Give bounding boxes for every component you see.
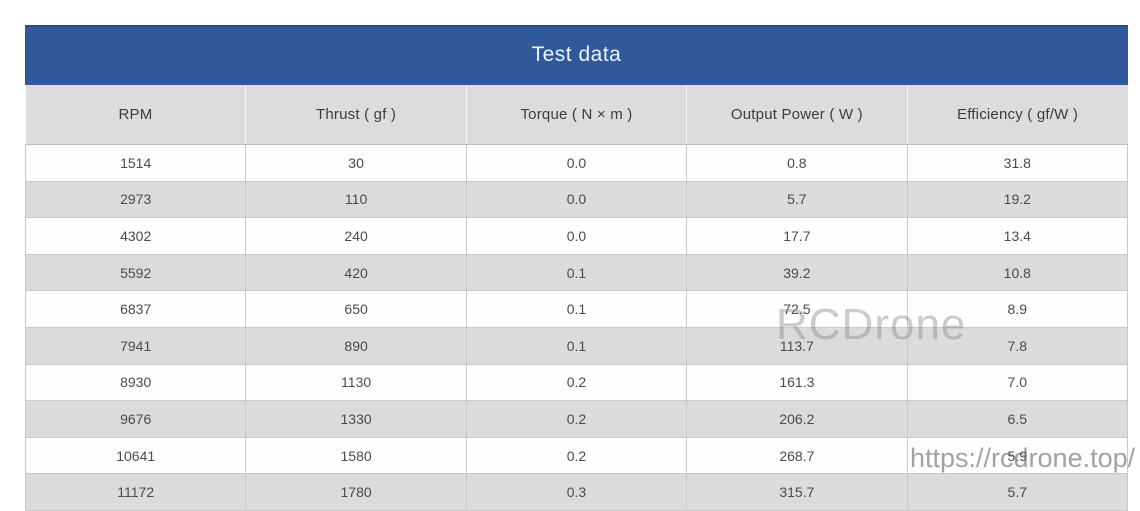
column-header-rpm: RPM (25, 85, 247, 145)
table-cell: 0.2 (465, 436, 688, 475)
table-row: 6837 650 0.1 72.5 8.9 (24, 290, 1129, 328)
table-row: 7941 890 0.1 113.7 7.8 (24, 326, 1129, 365)
column-header-efficiency: Efficiency ( gf/W ) (907, 85, 1128, 145)
table-cell: 0.2 (465, 400, 688, 438)
table-cell: 7.8 (906, 326, 1129, 365)
table-cell: 5.9 (906, 436, 1129, 475)
table-cell: 0.1 (465, 326, 688, 365)
table-cell: 17.7 (686, 217, 908, 255)
table-cell: 206.2 (686, 400, 908, 438)
table-cell: 890 (245, 326, 467, 365)
table-cell: 0.1 (465, 290, 688, 328)
table-row: 10641 1580 0.2 268.7 5.9 (24, 436, 1129, 475)
table-cell: 5592 (24, 253, 247, 292)
table-body: 1514 30 0.0 0.8 31.8 2973 110 0.0 5.7 19.2 4302 240… (24, 144, 1129, 511)
table-cell: 5.7 (686, 180, 908, 219)
table-row: 1514 30 0.0 0.8 31.8 (24, 144, 1129, 182)
table-cell: 1514 (24, 144, 247, 182)
table-cell: 8930 (24, 363, 247, 402)
table-cell: 0.1 (465, 253, 688, 292)
column-header-thrust: Thrust ( gf ) (245, 85, 467, 145)
table-cell: 72.5 (686, 290, 908, 328)
table-cell: 0.3 (465, 473, 688, 511)
table-cell: 0.2 (465, 363, 688, 402)
table-cell: 2973 (24, 180, 247, 219)
table-header: RPM Thrust ( gf ) Torque ( N × m ) Outpu… (25, 85, 1128, 145)
table-cell: 240 (245, 217, 467, 255)
table-cell: 1580 (245, 436, 467, 475)
table-row: 11172 1780 0.3 315.7 5.7 (24, 473, 1129, 511)
table-cell: 8.9 (906, 290, 1129, 328)
table-cell: 10641 (24, 436, 247, 475)
table-cell: 268.7 (686, 436, 908, 475)
table-cell: 6837 (24, 290, 247, 328)
test-data-table: Test data RPM Thrust ( gf ) Torque ( N ×… (24, 25, 1129, 511)
table-cell: 0.8 (686, 144, 908, 182)
table-cell: 161.3 (686, 363, 908, 402)
table-title-bar: Test data (25, 25, 1128, 85)
table-cell: 110 (245, 180, 467, 219)
table-cell: 650 (245, 290, 467, 328)
table-cell: 31.8 (906, 144, 1129, 182)
table-cell: 315.7 (686, 473, 908, 511)
table-cell: 9676 (24, 400, 247, 438)
table-cell: 0.0 (465, 144, 688, 182)
table-cell: 4302 (24, 217, 247, 255)
table-cell: 7941 (24, 326, 247, 365)
table-cell: 113.7 (686, 326, 908, 365)
column-header-output-power: Output Power ( W ) (686, 85, 908, 145)
table-row: 9676 1330 0.2 206.2 6.5 (24, 400, 1129, 438)
table-row: 5592 420 0.1 39.2 10.8 (24, 253, 1129, 292)
table-row: 4302 240 0.0 17.7 13.4 (24, 217, 1129, 255)
table-cell: 1130 (245, 363, 467, 402)
table-cell: 11172 (24, 473, 247, 511)
table-cell: 7.0 (906, 363, 1129, 402)
table-cell: 10.8 (906, 253, 1129, 292)
table-row: 2973 110 0.0 5.7 19.2 (24, 180, 1129, 219)
table-cell: 6.5 (906, 400, 1129, 438)
table-cell: 5.7 (906, 473, 1129, 511)
table-row: 8930 1130 0.2 161.3 7.0 (24, 363, 1129, 402)
header-row: RPM Thrust ( gf ) Torque ( N × m ) Outpu… (25, 85, 1128, 145)
table-cell: 30 (245, 144, 467, 182)
table-cell: 1780 (245, 473, 467, 511)
table-cell: 13.4 (906, 217, 1129, 255)
table-cell: 39.2 (686, 253, 908, 292)
table-cell: 0.0 (465, 180, 688, 219)
column-header-torque: Torque ( N × m ) (466, 85, 688, 145)
table-title: Test data (531, 43, 622, 66)
table-cell: 19.2 (906, 180, 1129, 219)
data-table: RPM Thrust ( gf ) Torque ( N × m ) Outpu… (24, 85, 1129, 511)
table-cell: 1330 (245, 400, 467, 438)
table-cell: 0.0 (465, 217, 688, 255)
table-cell: 420 (245, 253, 467, 292)
